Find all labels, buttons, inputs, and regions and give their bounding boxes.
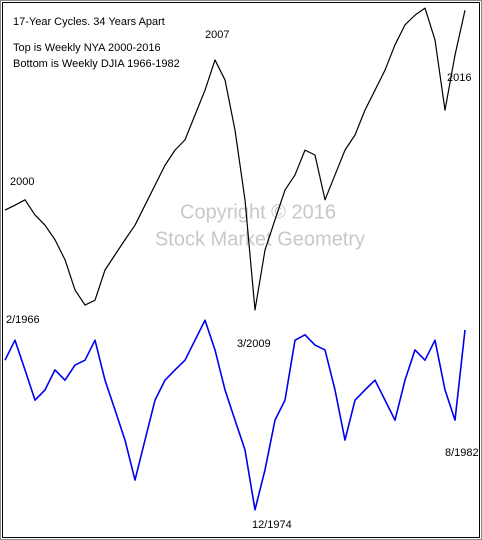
annotation: 12/1974 [252,519,292,531]
watermark: Stock Market Geometry [155,228,365,250]
watermark: Copyright © 2016 [180,201,336,223]
chart-title: 17-Year Cycles. 34 Years Apart [13,16,165,28]
subtitle: Top is Weekly NYA 2000-2016 [13,42,161,54]
annotation: 2007 [205,29,229,41]
subtitle: Bottom is Weekly DJIA 1966-1982 [13,58,180,70]
series-line [4,7,466,311]
annotation: 2/1966 [6,314,40,326]
annotation: 8/1982 [445,447,479,459]
annotation: 2016 [447,72,471,84]
annotation: 2000 [10,176,34,188]
annotation: 3/2009 [237,338,271,350]
series-line [4,319,466,511]
